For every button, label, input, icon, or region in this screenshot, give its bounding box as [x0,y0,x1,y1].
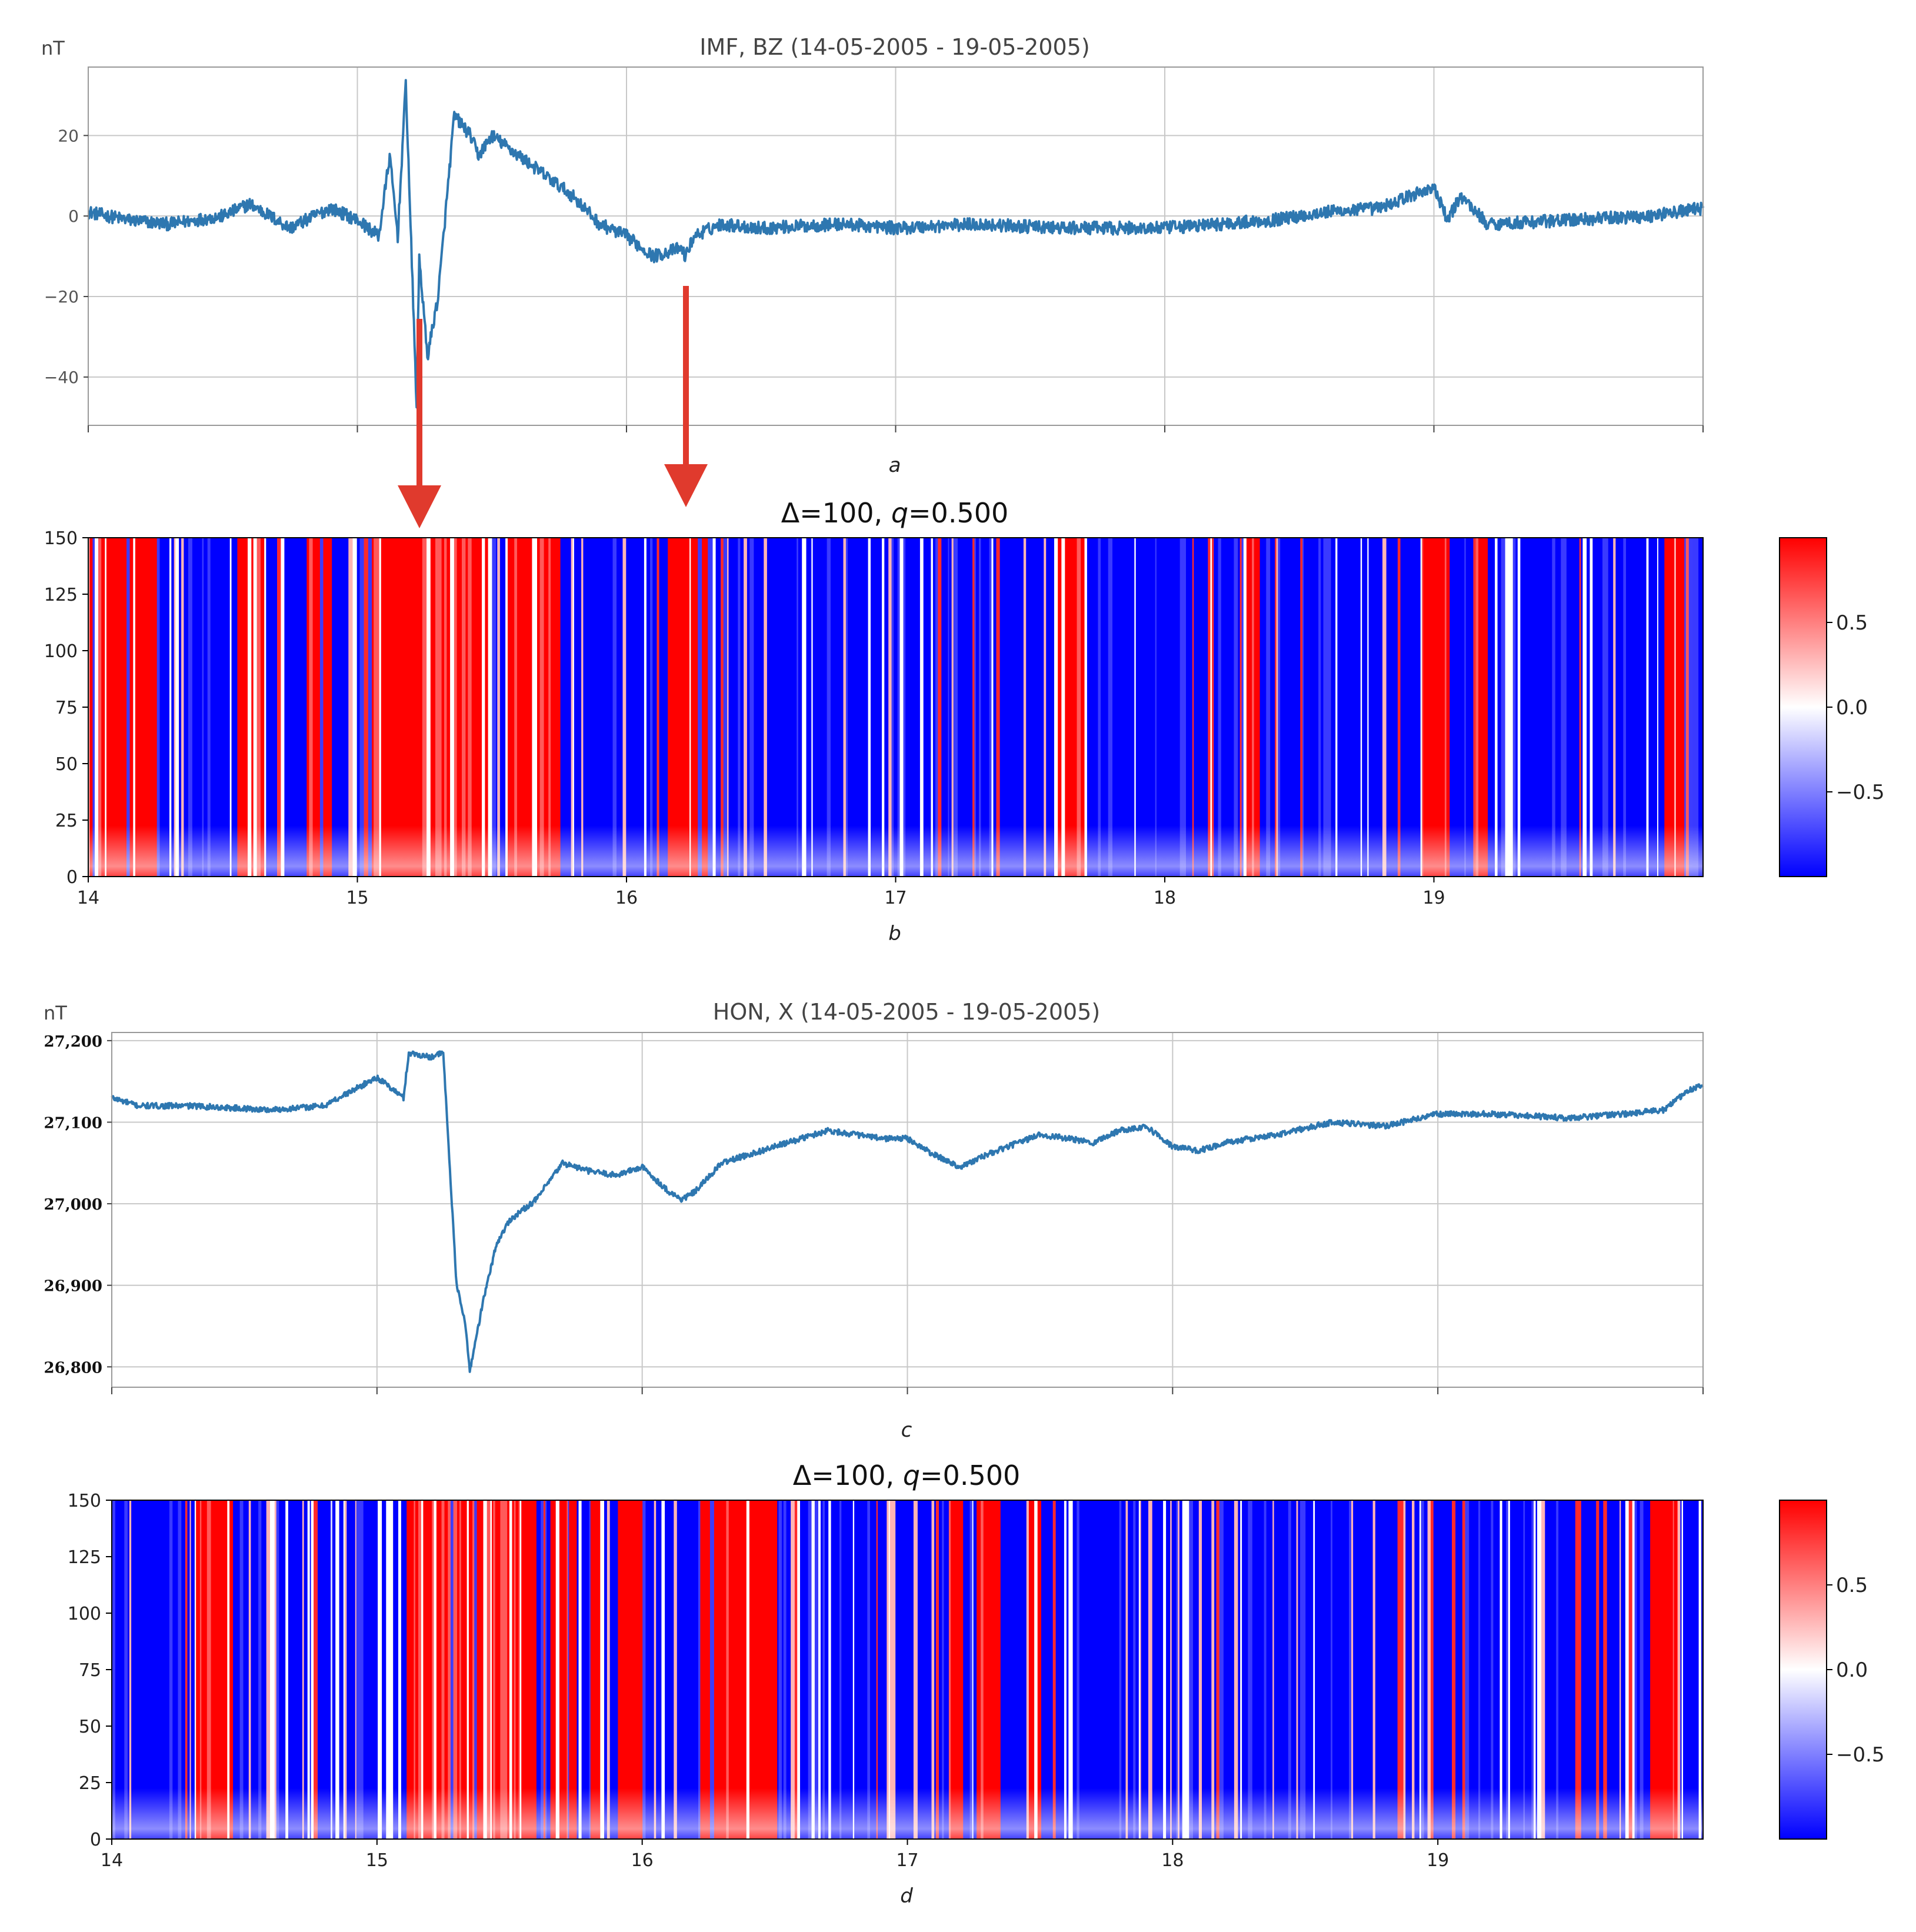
panel-c-hon-x: nT HON, X (14-05-2005 - 19-05-2005) 27,2… [44,999,1704,1442]
y-tick-label: 26,900 [44,1278,102,1295]
y-tick-label: −20 [44,287,79,307]
panel-c-grid [111,1032,1704,1387]
colorbar-tick-label: 0.5 [1836,1574,1868,1597]
y-tick-label: 100 [44,641,78,662]
y-tick-label: 125 [44,585,78,605]
x-tick-label: 15 [366,1850,388,1871]
panel-d-y-ticks: 0 25 50 75 100 125 150 [68,1491,112,1850]
panel-b-letter: b [888,922,901,945]
panel-a-ylabel: nT [41,37,65,59]
panel-a-x-ticks [88,425,1704,432]
y-tick-label: 25 [55,811,78,831]
arrow-bz-drop-1 [398,319,441,528]
y-tick-label: 50 [79,1717,101,1737]
panel-b-fade [88,538,1703,877]
y-tick-label: −40 [44,368,79,387]
panel-a-y-ticks: 20 0 −20 −40 [44,126,88,387]
panel-a-letter: a [889,454,901,477]
panel-c-x-ticks [111,1387,1704,1394]
y-tick-label: 0 [66,867,78,888]
panel-b-title: Δ=100, q=0.500 [781,497,1009,529]
y-tick-label: 26,800 [44,1359,102,1377]
panel-b-y-ticks: 0 25 50 75 100 125 150 [44,528,88,888]
y-tick-label: 27,200 [44,1033,102,1051]
panel-c-letter: c [901,1418,912,1442]
x-tick-label: 15 [346,888,368,908]
y-tick-label: 50 [55,754,78,775]
panel-d-letter: d [900,1884,913,1908]
panel-d-colorbar [1779,1500,1827,1840]
panel-c-y-ticks: 27,200 27,100 27,000 26,900 26,800 [44,1033,112,1377]
panel-a-imf-bz: nT IMF, BZ (14-05-2005 - 19-05-2005) 20 0… [41,34,1704,477]
x-tick-label: 19 [1427,1850,1449,1871]
panel-d-heatmap: Δ=100, q=0.500 0 25 50 75 100 125 150 14 15 16 17… [68,1460,1885,1908]
x-tick-label: 16 [631,1850,654,1871]
panel-b-x-ticks: 14 15 16 17 18 19 [77,877,1445,908]
colorbar-tick-label: 0.0 [1836,696,1868,719]
x-tick-label: 19 [1422,888,1445,908]
colorbar-tick-label: −0.5 [1836,781,1885,804]
panel-d-x-ticks: 14 15 16 17 18 19 [101,1839,1449,1871]
colorbar-tick-label: 0.0 [1836,1658,1868,1682]
x-tick-label: 14 [77,888,99,908]
colorbar-tick-label: −0.5 [1836,1743,1885,1767]
y-tick-label: 150 [44,528,78,549]
panel-a-title: IMF, BZ (14-05-2005 - 19-05-2005) [699,34,1089,60]
panel-a-grid [88,67,1704,425]
y-tick-label: 27,100 [44,1114,102,1132]
colorbar-tick-label: 0.5 [1836,611,1868,635]
y-tick-label: 150 [68,1491,101,1511]
panel-b-colorbar-ticks: 0.5 0.0 −0.5 [1827,611,1885,804]
y-tick-label: 25 [79,1773,101,1794]
panel-d-colorbar-ticks: 0.5 0.0 −0.5 [1827,1574,1885,1767]
y-tick-label: 0 [90,1830,101,1850]
x-tick-label: 14 [101,1850,123,1871]
y-tick-label: 125 [68,1547,101,1568]
x-tick-label: 17 [884,888,907,908]
panel-d-title: Δ=100, q=0.500 [793,1460,1021,1491]
panel-b-colorbar [1779,537,1827,877]
y-tick-label: 100 [68,1604,101,1624]
x-tick-label: 16 [615,888,638,908]
arrow-bz-drop-2 [664,286,708,507]
y-tick-label: 75 [55,698,78,718]
panel-d-fade [112,1500,1703,1839]
panel-b-heatmap: Δ=100, q=0.500 0 25 50 75 100 125 150 14 15 16 17… [44,497,1885,945]
y-tick-label: 27,000 [44,1196,102,1214]
y-tick-label: 20 [58,126,79,145]
panel-c-ylabel: nT [44,1002,67,1024]
panel-a-bz-line [88,79,1704,409]
x-tick-label: 18 [1161,1850,1184,1871]
y-tick-label: 75 [79,1660,101,1681]
annotation-arrows [398,286,708,528]
x-tick-label: 17 [896,1850,918,1871]
panel-c-x-line [111,1050,1704,1373]
panel-c-title: HON, X (14-05-2005 - 19-05-2005) [713,999,1100,1025]
y-tick-label: 0 [68,206,79,226]
x-tick-label: 18 [1154,888,1176,908]
